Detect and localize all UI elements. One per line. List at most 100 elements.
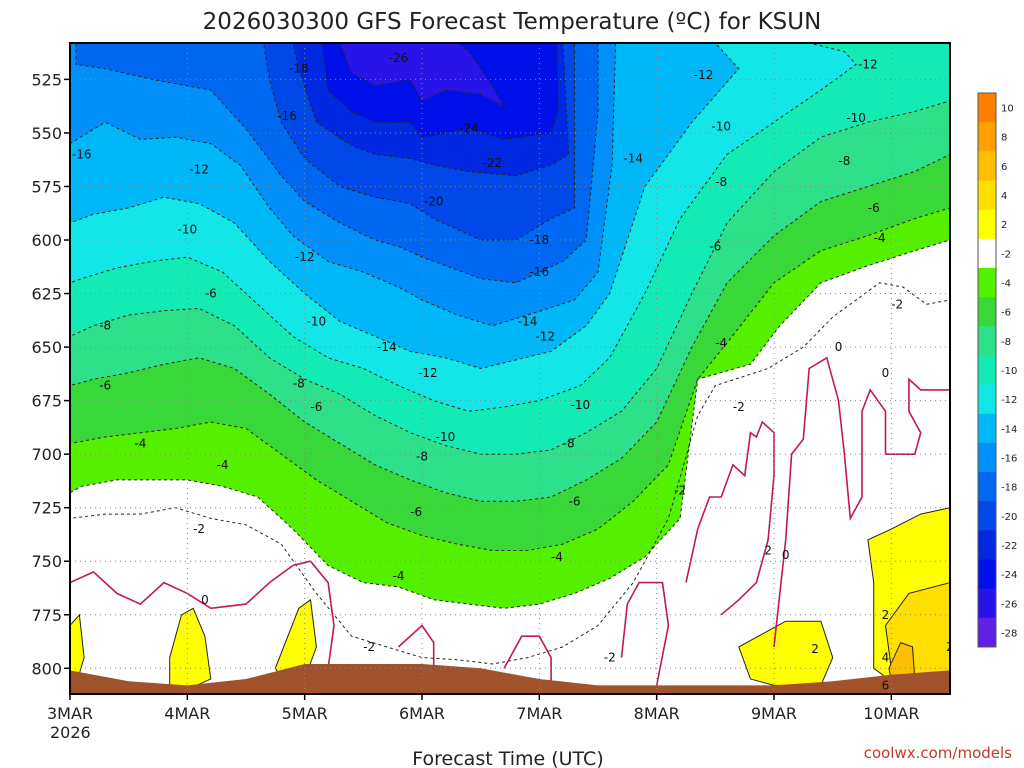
- terrain: [70, 664, 950, 694]
- contour-label: 4: [882, 651, 890, 665]
- freezing-line-5: [685, 420, 775, 616]
- contour-label: -2: [891, 297, 903, 311]
- y-tick-label: 600: [31, 231, 62, 250]
- y-tick-label: 800: [31, 659, 62, 678]
- contour-label: -6: [569, 494, 581, 508]
- freezing-line-2: [503, 635, 552, 686]
- contour-label: -4: [393, 569, 405, 583]
- contour-label: -8: [563, 436, 575, 450]
- colorbar-swatch: [978, 530, 996, 561]
- contour-label: 6: [882, 678, 890, 692]
- colorbar-label: 8: [1001, 133, 1007, 144]
- contour-label: -12: [535, 329, 555, 343]
- contour-label: -2: [604, 651, 616, 665]
- contour-label: -16: [72, 147, 92, 161]
- contour-label: -24: [459, 122, 479, 136]
- contour-label: -12: [694, 68, 714, 82]
- contour-label: -6: [410, 505, 422, 519]
- plot-area: -26-24-22-20-18-18-16-16-16 -14-14-14-12-…: [70, 43, 950, 694]
- colorbar-swatch: [978, 617, 996, 648]
- colorbar-label: -24: [1001, 570, 1017, 581]
- colorbar-swatch: [978, 326, 996, 356]
- contour-label: -6: [310, 400, 322, 414]
- colorbar-swatch: [978, 413, 996, 444]
- contour-label: -2: [363, 640, 375, 654]
- contour-label: -10: [846, 111, 866, 125]
- colorbar-label: -14: [1001, 424, 1017, 435]
- freezing-line-4: [773, 356, 950, 647]
- contour-line-minus14: [70, 43, 740, 370]
- contour-label: -8: [293, 376, 305, 390]
- colorbar: 10 8 6 4 2 -2 -4 -6 -8 -10 -12 -14 -16 -18 -20 -22 -24 -2…: [977, 92, 1017, 648]
- contour-label: -2: [733, 400, 745, 414]
- contour-label: -12: [295, 250, 315, 264]
- contour-label: -14: [518, 314, 538, 328]
- colorbar-label: -4: [1001, 279, 1011, 290]
- colorbar-label: -10: [1001, 366, 1017, 377]
- colorbar-label: -18: [1001, 483, 1017, 494]
- colorbar-swatch: [978, 588, 996, 619]
- contour-label: -6: [868, 201, 880, 215]
- contour-label: -12: [189, 162, 209, 176]
- colorbar-label: -22: [1001, 541, 1017, 552]
- chart-title: 2026030300 GFS Forecast Temperature (ºC)…: [203, 9, 822, 35]
- colorbar-label: 10: [1001, 104, 1014, 115]
- contour-label: 2: [811, 642, 819, 656]
- contour-line-minus6: [70, 43, 950, 551]
- contour-label: -6: [205, 287, 217, 301]
- colorbar-swatch: [978, 297, 996, 327]
- plot-overlay: 5255505756006256506757007257507758003MAR…: [31, 42, 951, 723]
- contour-label: -14: [623, 152, 643, 166]
- contour-label: -4: [715, 336, 727, 350]
- colorbar-swatch: [978, 122, 996, 152]
- colorbar-swatch: [978, 355, 996, 386]
- y-tick-label: 650: [31, 338, 62, 357]
- y-tick-label: 625: [31, 285, 62, 304]
- contour-label: -4: [874, 231, 886, 245]
- contour-label: -6: [709, 239, 721, 253]
- freezing-line-0: [70, 560, 335, 669]
- colorbar-frame: [977, 92, 997, 648]
- y-tick-label: 575: [31, 177, 62, 196]
- contour-label: 2: [882, 608, 890, 622]
- contour-label: -10: [571, 398, 591, 412]
- contour-label: -14: [377, 340, 397, 354]
- x-tick-label: 5MAR: [282, 704, 328, 723]
- year-label: 2026: [50, 723, 91, 742]
- y-tick-label: 700: [31, 445, 62, 464]
- colorbar-swatch: [978, 442, 996, 473]
- contour-label: -26: [389, 51, 409, 65]
- colorbar-swatch: [978, 180, 996, 211]
- x-tick-label: 8MAR: [634, 704, 680, 723]
- y-tick-label: 750: [31, 552, 62, 571]
- contour-line-minus22: [292, 43, 570, 177]
- contour-line-minus10: [70, 43, 950, 455]
- colorbar-label: -16: [1001, 453, 1017, 464]
- colorbar-swatch: [978, 384, 996, 415]
- y-tick-label: 775: [31, 606, 62, 625]
- contour-line-minus8: [70, 43, 950, 502]
- colorbar-label: 2: [1001, 220, 1007, 231]
- freezing-line-1: [397, 624, 435, 679]
- contour-label: -10: [307, 314, 327, 328]
- x-tick-label: 3MAR: [47, 704, 93, 723]
- x-tick-label: 7MAR: [516, 704, 562, 723]
- contour-label: -2: [674, 484, 686, 498]
- credit-label: coolwx.com/models: [864, 744, 1012, 762]
- colorbar-swatch: [978, 559, 996, 590]
- x-axis-label: Forecast Time (UTC): [412, 748, 603, 768]
- colorbar-label: -2: [1001, 249, 1011, 260]
- colorbar-label: -20: [1001, 512, 1017, 523]
- y-tick-label: 550: [31, 124, 62, 143]
- contour-label: -18: [530, 233, 550, 247]
- y-tick-label: 725: [31, 499, 62, 518]
- contour-line-minus4: [70, 43, 950, 609]
- warm-region-2-6: [70, 613, 85, 686]
- contour-label: -10: [711, 120, 731, 134]
- colorbar-swatch: [978, 209, 996, 240]
- contour-label: -18: [289, 62, 309, 76]
- contour-label: 0: [835, 340, 843, 354]
- contour-label: -16: [530, 265, 550, 279]
- contour-label: -20: [424, 194, 444, 208]
